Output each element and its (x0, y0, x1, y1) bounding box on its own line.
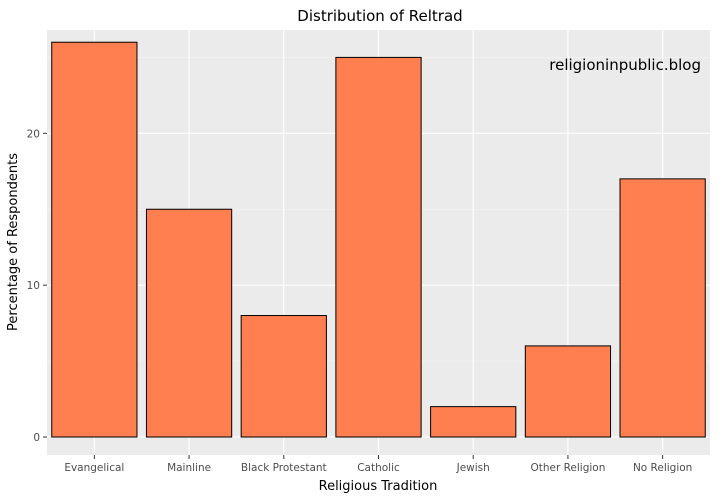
bars (51, 41, 706, 438)
chart-title: Distribution of Reltrad (297, 7, 462, 25)
y-axis: 0 10 20 (27, 128, 47, 444)
y-tick-label: 20 (27, 128, 40, 140)
y-tick-label: 10 (27, 280, 40, 292)
bar-evangelical (51, 41, 138, 438)
x-tick-label: Evangelical (64, 462, 124, 474)
bar-no-religion (619, 178, 706, 438)
x-tick-label: Mainline (167, 462, 211, 474)
x-tick-label: Catholic (357, 462, 400, 474)
x-tick-label: No Religion (633, 462, 692, 474)
bar-other-religion (524, 345, 612, 438)
x-tick-label: Other Religion (530, 462, 605, 474)
bar-black-protestant (240, 315, 327, 438)
x-axis: Evangelical Mainline Black Protestant Catho… (64, 455, 692, 474)
bar-jewish (430, 406, 517, 438)
x-tick-label: Jewish (456, 462, 490, 474)
watermark-annotation: religioninpublic.blog (549, 56, 701, 74)
y-axis-title: Percentage of Respondents (6, 153, 21, 331)
bar-mainline (145, 208, 233, 438)
y-tick-label: 0 (33, 432, 40, 444)
x-axis-title: Religious Tradition (319, 479, 438, 494)
bar-catholic (335, 56, 422, 438)
x-tick-label: Black Protestant (241, 462, 327, 474)
